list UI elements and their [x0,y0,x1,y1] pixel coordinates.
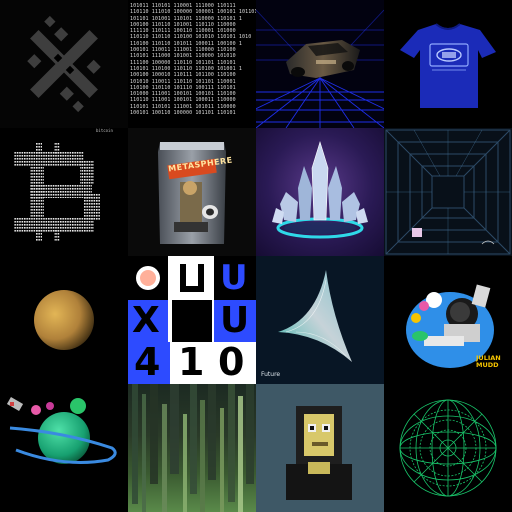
letter-x: X [132,300,160,341]
tile-ascii-bitcoin[interactable]: bitcoin [0,128,128,256]
retro-car-art [256,9,384,128]
block-character-art [286,406,352,500]
tile-golden-sphere[interactable] [0,256,128,384]
letter-grid-art [128,256,256,384]
ascii-bitcoin-title: bitcoin [96,128,113,133]
letter-1: 1 [178,340,205,384]
ascii-bitcoin-art [14,142,100,242]
golden-sphere-art [34,290,94,350]
future-label: Future [261,371,281,378]
tile-glitch-streaks[interactable] [128,384,256,512]
tile-binary-text[interactable]: 101011 110101 110001 111000 110111 11011… [128,0,256,128]
letter-u-top: U [220,258,248,298]
future-shape-art [278,270,352,362]
tile-julian-mudd[interactable]: JULIAN MUDD [384,256,512,384]
tile-block-character[interactable] [256,384,384,512]
tile-future-shape[interactable]: Future [256,256,384,384]
tile-blue-tunnel[interactable] [384,128,512,256]
tile-black-x-mosaic[interactable] [0,0,128,128]
x-mosaic-art [27,15,101,113]
crystal-art [272,140,368,239]
green-sphere-mesh-art [399,399,497,497]
tile-retro-car-grid[interactable] [256,0,384,128]
letter-u-mid: U [220,300,250,341]
tile-letter-grid[interactable]: U X U 4 1 0 [128,256,256,384]
glitch-streaks-art [132,384,254,512]
julian-label-line2: MUDD [476,361,499,369]
tile-green-sphere-grid[interactable] [384,384,512,512]
tshirt-art [400,23,496,108]
collectible-bag-art [158,142,226,244]
green-planet-art [6,397,117,464]
tile-metasurfer-bag[interactable]: METASPHERE [128,128,256,256]
julian-label-line1: JULIAN [476,354,501,362]
tile-green-planet[interactable] [0,384,128,512]
letter-0: 0 [218,340,245,384]
tile-blue-tshirt[interactable] [384,0,512,128]
tile-crystal-shards[interactable] [256,128,384,256]
julian-mudd-art [406,284,494,368]
tunnel-art [385,129,511,255]
binary-text-block: 101011 110101 110001 111000 110111 11011… [130,3,256,117]
letter-4: 4 [134,340,161,384]
